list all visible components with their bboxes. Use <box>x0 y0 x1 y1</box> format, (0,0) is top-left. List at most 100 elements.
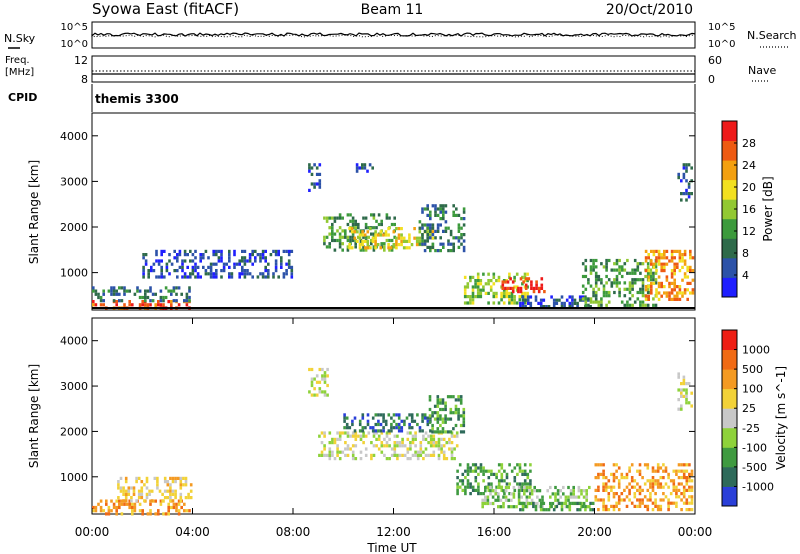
data-cell <box>243 262 247 266</box>
data-cell <box>529 301 533 305</box>
data-cell <box>521 504 525 509</box>
data-cell <box>550 295 553 299</box>
data-cell <box>248 259 252 263</box>
data-cell <box>525 498 529 502</box>
data-cell <box>536 495 539 499</box>
data-cell <box>189 249 192 253</box>
data-cell <box>670 249 674 253</box>
data-cell <box>132 486 136 490</box>
data-cell <box>377 437 381 441</box>
data-cell <box>120 512 124 516</box>
data-cell <box>677 463 681 467</box>
data-cell <box>361 230 364 234</box>
data-cell <box>400 239 403 243</box>
data-cell <box>408 422 411 427</box>
data-cell <box>492 472 496 476</box>
data-cell <box>436 395 440 399</box>
data-cell <box>523 463 527 467</box>
data-cell <box>479 295 483 299</box>
data-cell <box>482 272 485 276</box>
data-cell <box>647 297 650 301</box>
data-cell <box>146 295 150 300</box>
data-cell <box>99 499 103 503</box>
nave-tick-high: 60 <box>708 54 722 67</box>
data-cell <box>184 483 188 487</box>
data-cell <box>398 453 402 457</box>
data-cell <box>403 422 406 427</box>
data-cell <box>112 292 116 296</box>
data-cell <box>584 300 588 304</box>
data-cell <box>650 288 653 292</box>
data-cell <box>582 501 586 506</box>
data-cell <box>344 441 347 445</box>
data-cell <box>460 217 463 221</box>
data-cell <box>432 450 436 454</box>
data-cell <box>689 269 692 273</box>
data-cell <box>618 290 621 295</box>
data-cell <box>323 380 327 384</box>
data-cell <box>691 288 695 292</box>
data-cell <box>118 502 121 506</box>
data-cell <box>152 262 156 266</box>
data-cell <box>344 235 347 239</box>
data-cell <box>655 249 658 253</box>
data-cell <box>594 281 598 285</box>
data-cell <box>681 291 684 295</box>
data-cell <box>678 297 682 301</box>
data-cell <box>452 210 455 214</box>
data-cell <box>509 277 512 281</box>
data-cell <box>508 272 511 276</box>
data-cell <box>118 505 121 510</box>
data-cell <box>261 249 265 253</box>
data-cell <box>202 253 205 257</box>
data-cell <box>649 498 652 502</box>
data-cell <box>656 466 660 470</box>
data-cell <box>558 501 561 505</box>
data-cell <box>379 413 383 417</box>
data-cell <box>338 431 342 435</box>
data-cell <box>631 303 634 307</box>
data-cell <box>423 223 427 227</box>
data-cell <box>363 166 367 170</box>
data-cell <box>115 303 118 307</box>
data-cell <box>379 246 383 250</box>
data-cell <box>489 279 493 283</box>
data-cell <box>177 509 181 513</box>
data-cell <box>358 429 362 433</box>
data-cell <box>357 226 360 230</box>
data-cell <box>676 294 679 298</box>
data-cell <box>487 488 491 492</box>
data-cell <box>308 169 311 173</box>
data-cell <box>602 284 606 288</box>
data-cell <box>540 286 544 290</box>
data-cell <box>144 262 148 266</box>
data-cell <box>333 248 337 252</box>
data-cell <box>554 498 557 502</box>
data-cell <box>517 489 521 493</box>
data-cell <box>442 245 445 249</box>
data-cell <box>530 280 533 284</box>
data-cell <box>434 204 437 208</box>
data-cell <box>644 288 648 292</box>
data-cell <box>462 217 466 221</box>
data-cell <box>264 249 267 253</box>
velocity-cells <box>92 367 694 516</box>
data-cell <box>418 426 422 430</box>
data-cell <box>543 290 546 294</box>
data-cell <box>442 450 446 454</box>
data-cell <box>167 502 170 506</box>
data-cell <box>349 434 352 438</box>
data-cell <box>589 508 592 512</box>
data-cell <box>686 281 689 285</box>
data-cell <box>505 482 509 486</box>
data-cell <box>382 429 385 433</box>
data-cell <box>636 262 640 266</box>
nave-tick-low: 0 <box>708 73 715 86</box>
data-cell <box>469 485 472 489</box>
data-cell <box>462 239 466 243</box>
data-cell <box>535 280 538 284</box>
data-cell <box>393 441 397 445</box>
data-cell <box>623 287 627 291</box>
data-cell <box>538 489 542 493</box>
data-cell <box>449 395 453 399</box>
